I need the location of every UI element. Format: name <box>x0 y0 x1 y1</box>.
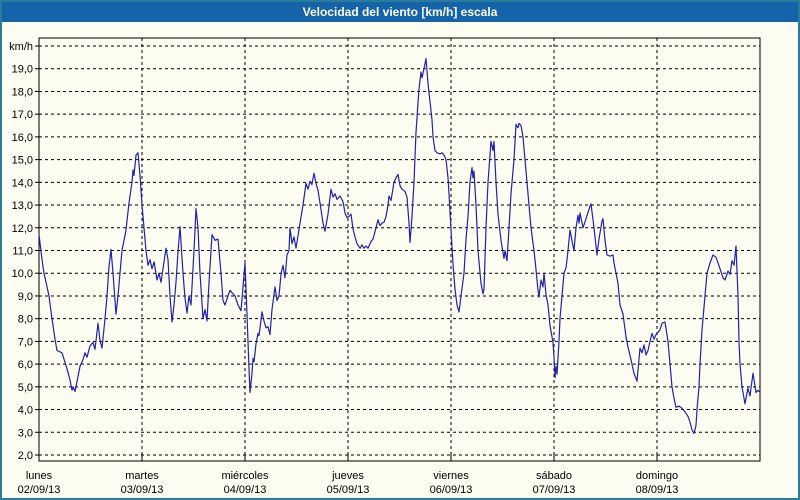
y-tick-label: 6,0 <box>18 359 33 371</box>
y-tick-label: 12,0 <box>12 223 33 235</box>
y-tick-label: 14,0 <box>12 177 33 189</box>
x-day-date: 02/09/13 <box>18 484 61 496</box>
y-tick-label: 10,0 <box>12 268 33 280</box>
x-axis-labels: lunes 02/09/13 martes 03/09/13 miércoles 04/0… <box>18 454 679 496</box>
y-tick-label: 13,0 <box>12 200 33 212</box>
y-tick-label: 5,0 <box>18 382 33 394</box>
x-day-name: viernes <box>433 470 469 482</box>
y-tick-label: 9,0 <box>18 291 33 303</box>
x-day-name: martes <box>125 470 159 482</box>
day-boundary-gridlines <box>141 38 658 461</box>
y-tick-label: 7,0 <box>18 336 33 348</box>
wind-speed-line <box>38 57 760 434</box>
y-tick-label: 18,0 <box>12 86 33 98</box>
x-day-name: sábado <box>536 470 572 482</box>
x-day-date: 05/09/13 <box>327 484 370 496</box>
y-axis-labels: 19,0 18,0 17,0 16,0 15,0 14,0 13,0 12,0 11,0 10,0… <box>9 41 39 462</box>
y-tick-label: 8,0 <box>18 314 33 326</box>
y-tick-label: 2,0 <box>18 450 33 462</box>
x-day-date: 07/09/13 <box>533 484 576 496</box>
x-day-name: jueves <box>331 470 364 482</box>
x-day-date: 03/09/13 <box>121 484 164 496</box>
plot-border <box>38 37 761 462</box>
y-tick-label: 4,0 <box>18 405 33 417</box>
x-day-date: 04/09/13 <box>224 484 267 496</box>
y-tick-label: 11,0 <box>12 246 33 258</box>
chart-title: Velocidad del viento [km/h] escala <box>302 5 498 19</box>
horizontal-gridlines <box>39 45 760 456</box>
y-tick-label: 15,0 <box>12 155 33 167</box>
title-bar: Velocidad del viento [km/h] escala <box>2 2 798 22</box>
y-tick-label: 17,0 <box>12 109 33 121</box>
y-unit-label: km/h <box>9 41 33 53</box>
y-tick-label: 3,0 <box>18 427 33 439</box>
y-tick-label: 16,0 <box>12 132 33 144</box>
x-day-name: domingo <box>636 470 678 482</box>
x-day-name: lunes <box>26 470 53 482</box>
y-tick-label: 19,0 <box>12 64 33 76</box>
x-day-name: miércoles <box>221 470 269 482</box>
x-day-date: 06/09/13 <box>430 484 473 496</box>
x-day-date: 08/09/13 <box>636 484 679 496</box>
